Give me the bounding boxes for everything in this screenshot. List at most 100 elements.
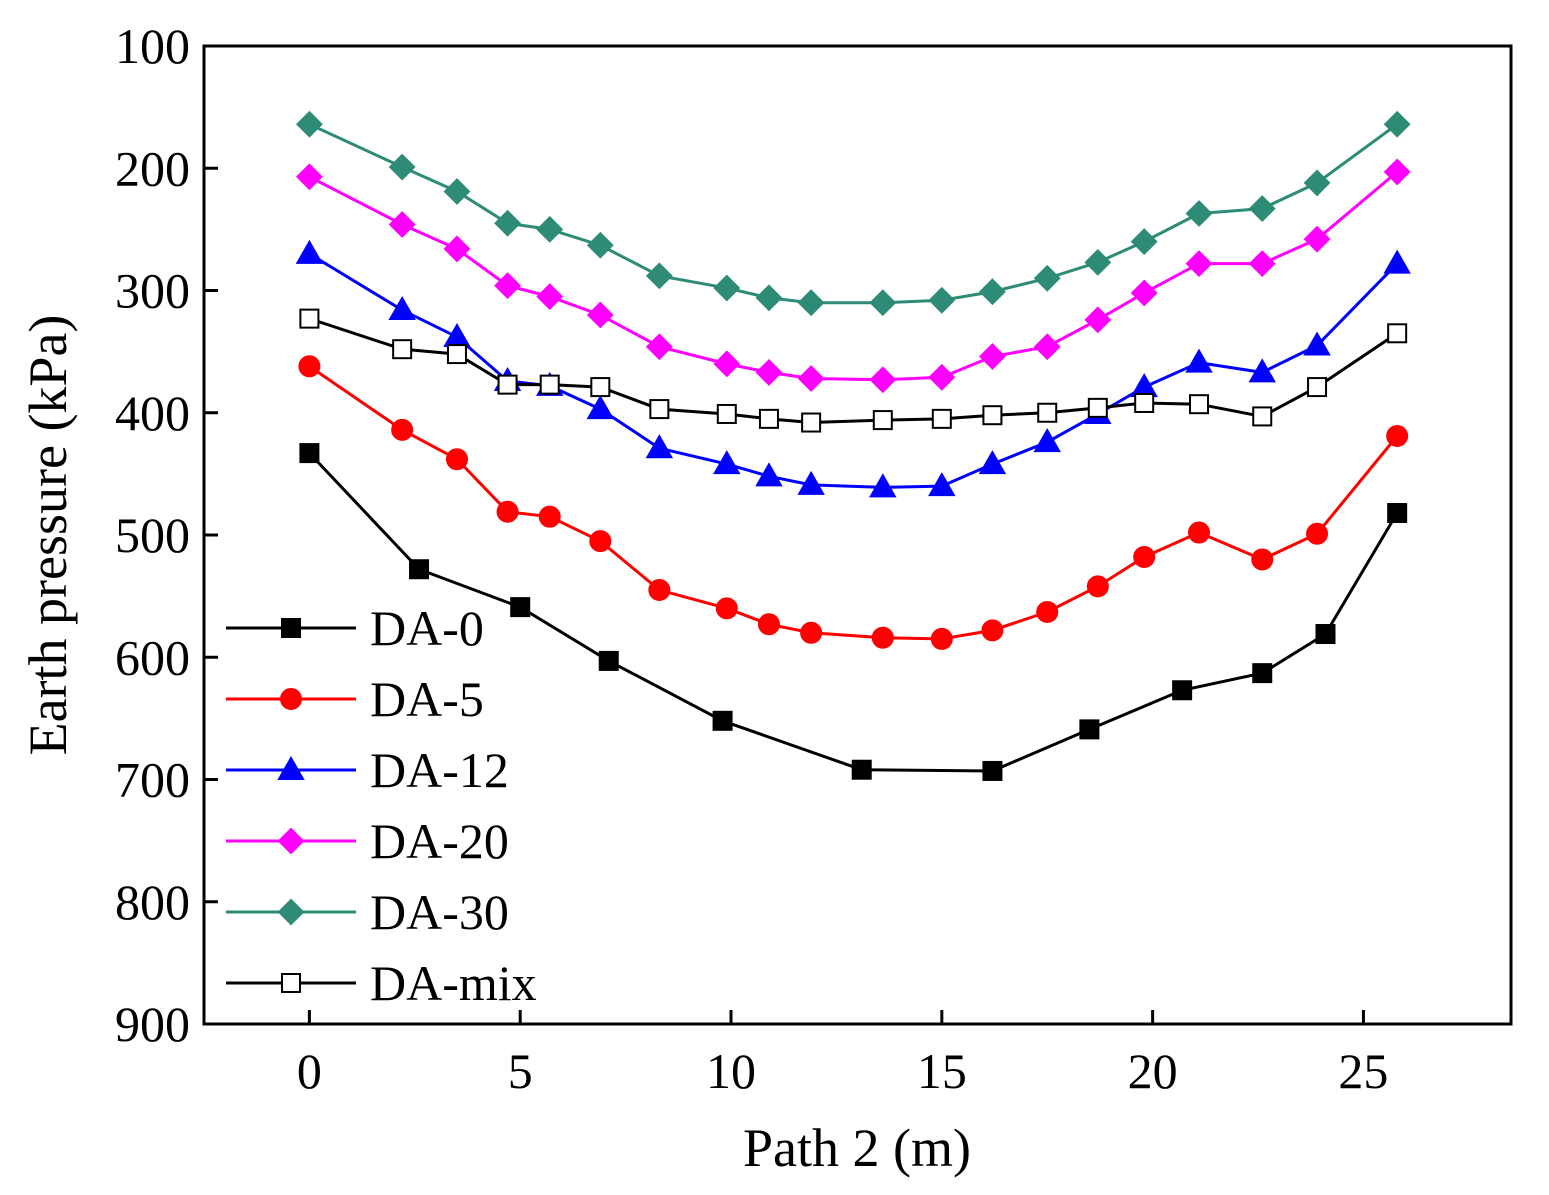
data-point-da-12	[797, 470, 825, 495]
legend-label: DA-12	[370, 742, 509, 798]
y-tick-label: 300	[115, 263, 190, 319]
data-point-da-30	[1383, 110, 1411, 138]
data-point-da-5	[589, 530, 612, 553]
data-point-da-20	[443, 235, 471, 263]
data-point-da-mix	[1387, 323, 1408, 344]
x-axis: 0 5 10 15 20 25	[297, 1010, 1388, 1099]
data-point-da-0	[409, 559, 430, 580]
data-point-da-mix	[1037, 402, 1058, 423]
x-axis-title: Path 2 (m)	[743, 1118, 971, 1178]
legend-label: DA-mix	[370, 955, 537, 1011]
data-point-da-mix	[801, 412, 822, 433]
data-point-da-5	[1036, 601, 1059, 624]
data-point-da-20	[1130, 279, 1158, 307]
data-point-da-30	[1033, 264, 1061, 292]
data-point-da-0	[510, 597, 531, 618]
data-point-da-5	[981, 619, 1004, 642]
y-tick-label: 700	[115, 752, 190, 808]
data-point-da-12	[755, 462, 783, 487]
data-point-da-mix	[497, 374, 518, 395]
data-point-da-12	[1383, 249, 1411, 274]
legend-label: DA-5	[370, 671, 484, 727]
data-point-da-20	[928, 363, 956, 391]
data-point-da-0	[851, 759, 872, 780]
data-point-da-mix	[299, 308, 320, 329]
data-point-da-0	[1315, 624, 1336, 645]
data-point-da-20	[979, 343, 1006, 370]
data-point-da-0	[299, 443, 320, 464]
y-axis: 100 200 300 400 500 600 700 800 900	[115, 18, 218, 1052]
data-point-da-30	[797, 289, 825, 317]
data-point-da-30	[494, 209, 521, 237]
data-point-da-20	[755, 358, 783, 386]
data-point-da-12	[713, 450, 741, 475]
data-point-da-20	[1185, 250, 1213, 278]
data-point-da-5	[1133, 546, 1156, 569]
series-line-da-mix	[308, 317, 1399, 425]
series-line-da-0	[308, 452, 1399, 773]
data-point-da-30	[869, 289, 897, 317]
data-point-da-12	[1033, 428, 1061, 453]
data-point-da-mix	[1307, 377, 1328, 398]
series-line-da-30	[308, 122, 1399, 305]
data-point-da-5	[648, 579, 671, 602]
data-point-da-5	[1251, 548, 1274, 571]
data-point-da-mix	[758, 408, 779, 429]
data-point-da-mix	[1087, 397, 1108, 418]
data-point-da-12	[1185, 348, 1213, 373]
legend: DA-0 DA-5 DA-12 DA-20 DA-30 DA-mix	[226, 600, 537, 1011]
x-tick-label: 5	[508, 1043, 533, 1099]
data-point-da-30	[586, 231, 614, 259]
data-point-da-12	[645, 434, 674, 459]
data-point-da-20	[295, 163, 323, 191]
data-point-da-0	[1387, 502, 1408, 523]
data-point-da-30	[295, 110, 323, 138]
y-tick-label: 800	[115, 874, 190, 930]
x-tick-label: 25	[1338, 1043, 1388, 1099]
y-tick-label: 200	[115, 140, 190, 196]
data-point-da-mix	[590, 377, 611, 398]
data-point-da-0	[1172, 680, 1193, 701]
legend-marker	[277, 898, 305, 926]
data-point-da-20	[713, 350, 741, 378]
data-point-da-5	[496, 500, 519, 523]
data-point-da-30	[979, 278, 1006, 306]
legend-marker	[277, 827, 305, 855]
x-tick-label: 15	[917, 1043, 967, 1099]
data-point-da-mix	[1134, 392, 1155, 413]
legend-item-da-12: DA-12	[226, 742, 509, 798]
data-point-da-12	[443, 322, 471, 347]
data-point-da-12	[928, 472, 956, 497]
series-da-mix	[299, 308, 1408, 433]
legend-item-da-mix: DA-mix	[226, 955, 537, 1011]
data-point-da-30	[1303, 169, 1331, 197]
series-line-da-12	[308, 252, 1399, 489]
data-point-da-30	[713, 274, 741, 302]
data-point-da-5	[800, 621, 823, 644]
data-point-da-mix	[446, 344, 467, 365]
legend-label: DA-20	[370, 813, 509, 869]
data-point-da-mix	[392, 339, 413, 360]
x-tick-label: 10	[706, 1043, 756, 1099]
data-point-da-0	[598, 650, 619, 671]
data-point-da-mix	[872, 410, 893, 431]
legend-item-da-0: DA-0	[226, 600, 484, 656]
legend-label: DA-0	[370, 600, 484, 656]
legend-item-da-30: DA-30	[226, 884, 509, 940]
data-point-da-30	[1185, 200, 1213, 227]
data-point-da-5	[871, 626, 894, 649]
data-point-da-12	[1248, 358, 1276, 383]
legend-marker	[277, 755, 305, 780]
data-point-da-30	[536, 215, 564, 243]
legend-marker	[281, 618, 301, 638]
data-point-da-5	[1086, 575, 1109, 598]
data-point-da-5	[715, 597, 738, 620]
data-point-da-5	[538, 505, 561, 528]
legend-item-da-5: DA-5	[226, 671, 484, 727]
data-point-da-5	[1188, 521, 1211, 544]
data-point-da-5	[930, 627, 953, 650]
y-tick-label: 900	[115, 996, 190, 1052]
data-point-da-20	[388, 211, 416, 238]
data-point-da-5	[298, 355, 321, 378]
